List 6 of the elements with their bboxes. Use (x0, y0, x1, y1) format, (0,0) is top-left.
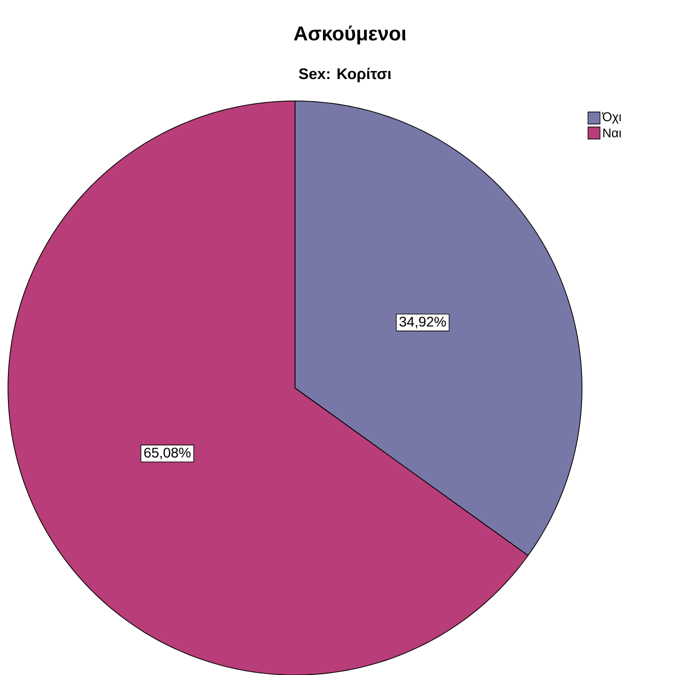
legend-label: Ναι (603, 128, 622, 138)
chart-title: Ασκούμενοι (294, 25, 406, 44)
data-label: 34,92% (399, 316, 446, 328)
legend-label: Όχι (602, 112, 622, 124)
data-label: 65,08% (144, 448, 191, 460)
chart-subtitle: Sex: Κορίτσι (298, 68, 392, 82)
